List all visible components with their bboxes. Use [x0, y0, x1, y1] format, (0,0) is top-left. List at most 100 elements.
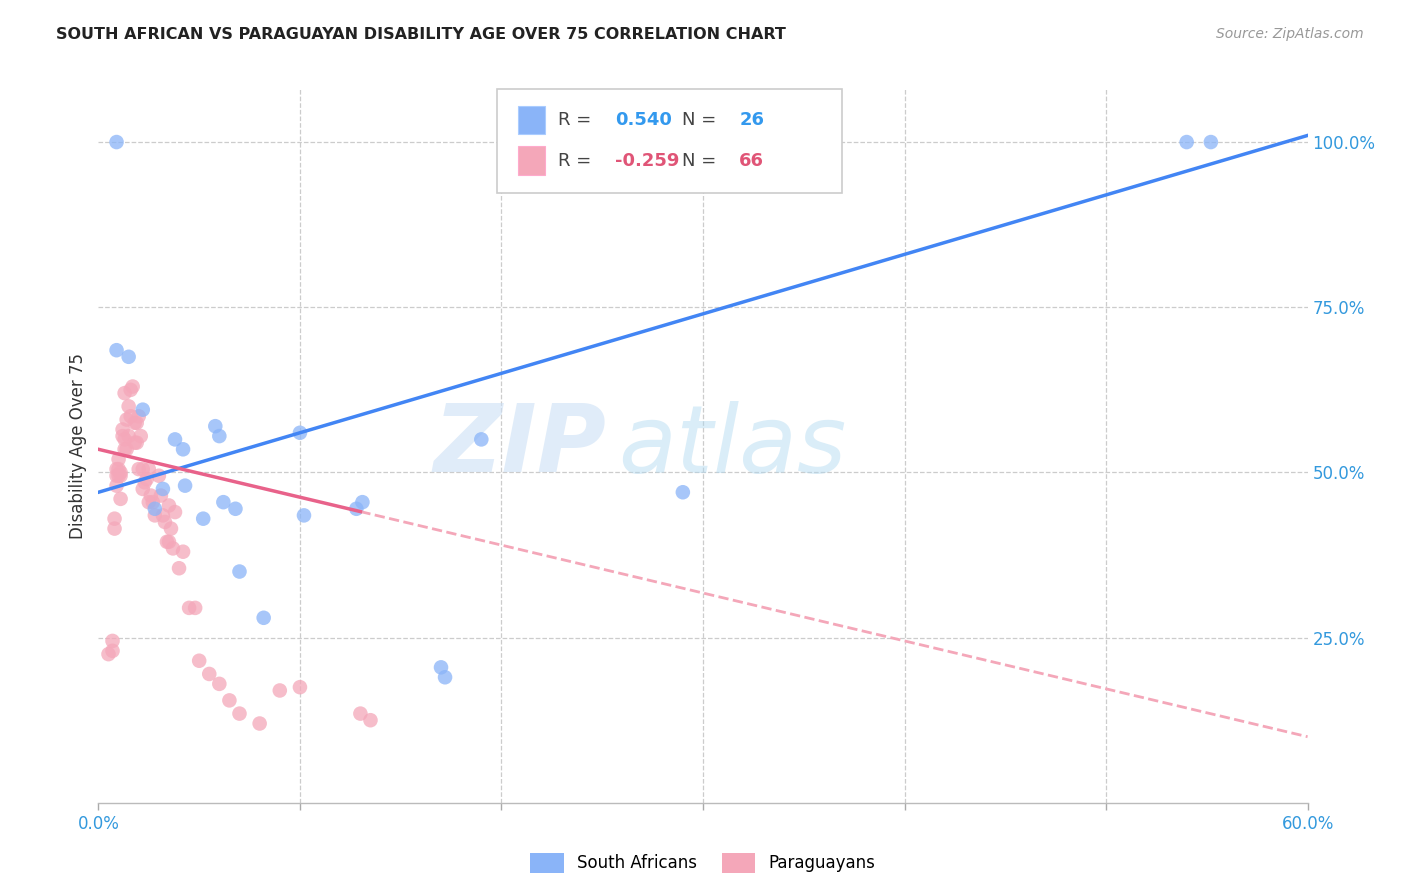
Legend: South Africans, Paraguayans: South Africans, Paraguayans — [523, 847, 883, 880]
Point — [172, 545, 194, 559]
Point — [143, 508, 166, 523]
Point — [118, 350, 141, 364]
Point — [132, 482, 155, 496]
Point — [107, 462, 129, 476]
Point — [128, 409, 150, 424]
Point — [121, 379, 143, 393]
Text: ZIP: ZIP — [433, 400, 606, 492]
Point — [344, 501, 367, 516]
Point — [142, 495, 165, 509]
Point — [152, 508, 174, 523]
Point — [153, 515, 176, 529]
Point — [124, 435, 146, 450]
Point — [111, 429, 134, 443]
Point — [118, 429, 141, 443]
Point — [162, 541, 184, 556]
Point — [177, 600, 201, 615]
Point — [224, 501, 246, 516]
FancyBboxPatch shape — [498, 89, 842, 193]
Point — [105, 478, 128, 492]
Point — [114, 433, 136, 447]
Point — [120, 383, 142, 397]
Point — [228, 706, 250, 721]
Text: Source: ZipAtlas.com: Source: ZipAtlas.com — [1216, 27, 1364, 41]
Point — [103, 522, 125, 536]
Point — [107, 452, 129, 467]
Point — [105, 135, 128, 149]
Point — [157, 499, 180, 513]
Point — [110, 468, 132, 483]
Point — [156, 534, 179, 549]
Point — [139, 489, 162, 503]
Point — [228, 565, 250, 579]
Point — [132, 462, 155, 476]
Point — [672, 485, 695, 500]
Point — [111, 422, 134, 436]
Point — [135, 472, 157, 486]
Point — [253, 611, 276, 625]
Point — [124, 416, 146, 430]
Bar — [517, 146, 544, 175]
Point — [208, 677, 231, 691]
Point — [110, 466, 132, 480]
Point — [110, 491, 132, 506]
Point — [208, 429, 231, 443]
Point — [97, 647, 120, 661]
Text: N =: N = — [682, 152, 723, 169]
Point — [115, 412, 138, 426]
Point — [120, 409, 142, 424]
Point — [218, 693, 240, 707]
Text: N =: N = — [682, 111, 723, 128]
Point — [107, 468, 129, 483]
Point — [103, 511, 125, 525]
Point — [138, 495, 160, 509]
Point — [1199, 135, 1222, 149]
Point — [149, 489, 172, 503]
Point — [157, 534, 180, 549]
Point — [163, 433, 186, 447]
Point — [172, 442, 194, 457]
Text: atlas: atlas — [619, 401, 846, 491]
Text: -0.259: -0.259 — [614, 152, 679, 169]
Point — [101, 644, 124, 658]
Point — [105, 343, 128, 358]
Point — [249, 716, 271, 731]
Point — [129, 429, 152, 443]
Point — [148, 468, 170, 483]
Point — [174, 478, 197, 492]
Point — [434, 670, 457, 684]
Point — [470, 433, 492, 447]
Point — [114, 442, 136, 457]
Point — [152, 482, 174, 496]
Point — [352, 495, 374, 509]
Point — [269, 683, 291, 698]
Point — [118, 400, 141, 414]
Text: SOUTH AFRICAN VS PARAGUAYAN DISABILITY AGE OVER 75 CORRELATION CHART: SOUTH AFRICAN VS PARAGUAYAN DISABILITY A… — [56, 27, 786, 42]
Point — [105, 462, 128, 476]
Text: 66: 66 — [740, 152, 765, 169]
Point — [292, 508, 315, 523]
Bar — [517, 105, 544, 134]
Point — [160, 522, 183, 536]
Point — [167, 561, 190, 575]
Point — [360, 713, 382, 727]
Point — [115, 442, 138, 457]
Y-axis label: Disability Age Over 75: Disability Age Over 75 — [69, 353, 87, 539]
Text: 0.540: 0.540 — [614, 111, 672, 128]
Point — [288, 425, 311, 440]
Point — [204, 419, 226, 434]
Text: R =: R = — [558, 111, 598, 128]
Point — [128, 462, 150, 476]
Point — [101, 634, 124, 648]
Point — [288, 680, 311, 694]
Point — [430, 660, 453, 674]
Point — [212, 495, 235, 509]
Point — [193, 511, 215, 525]
Point — [132, 402, 155, 417]
Text: 26: 26 — [740, 111, 765, 128]
Point — [198, 667, 221, 681]
Point — [134, 475, 156, 490]
Point — [125, 435, 148, 450]
Point — [163, 505, 186, 519]
Text: R =: R = — [558, 152, 598, 169]
